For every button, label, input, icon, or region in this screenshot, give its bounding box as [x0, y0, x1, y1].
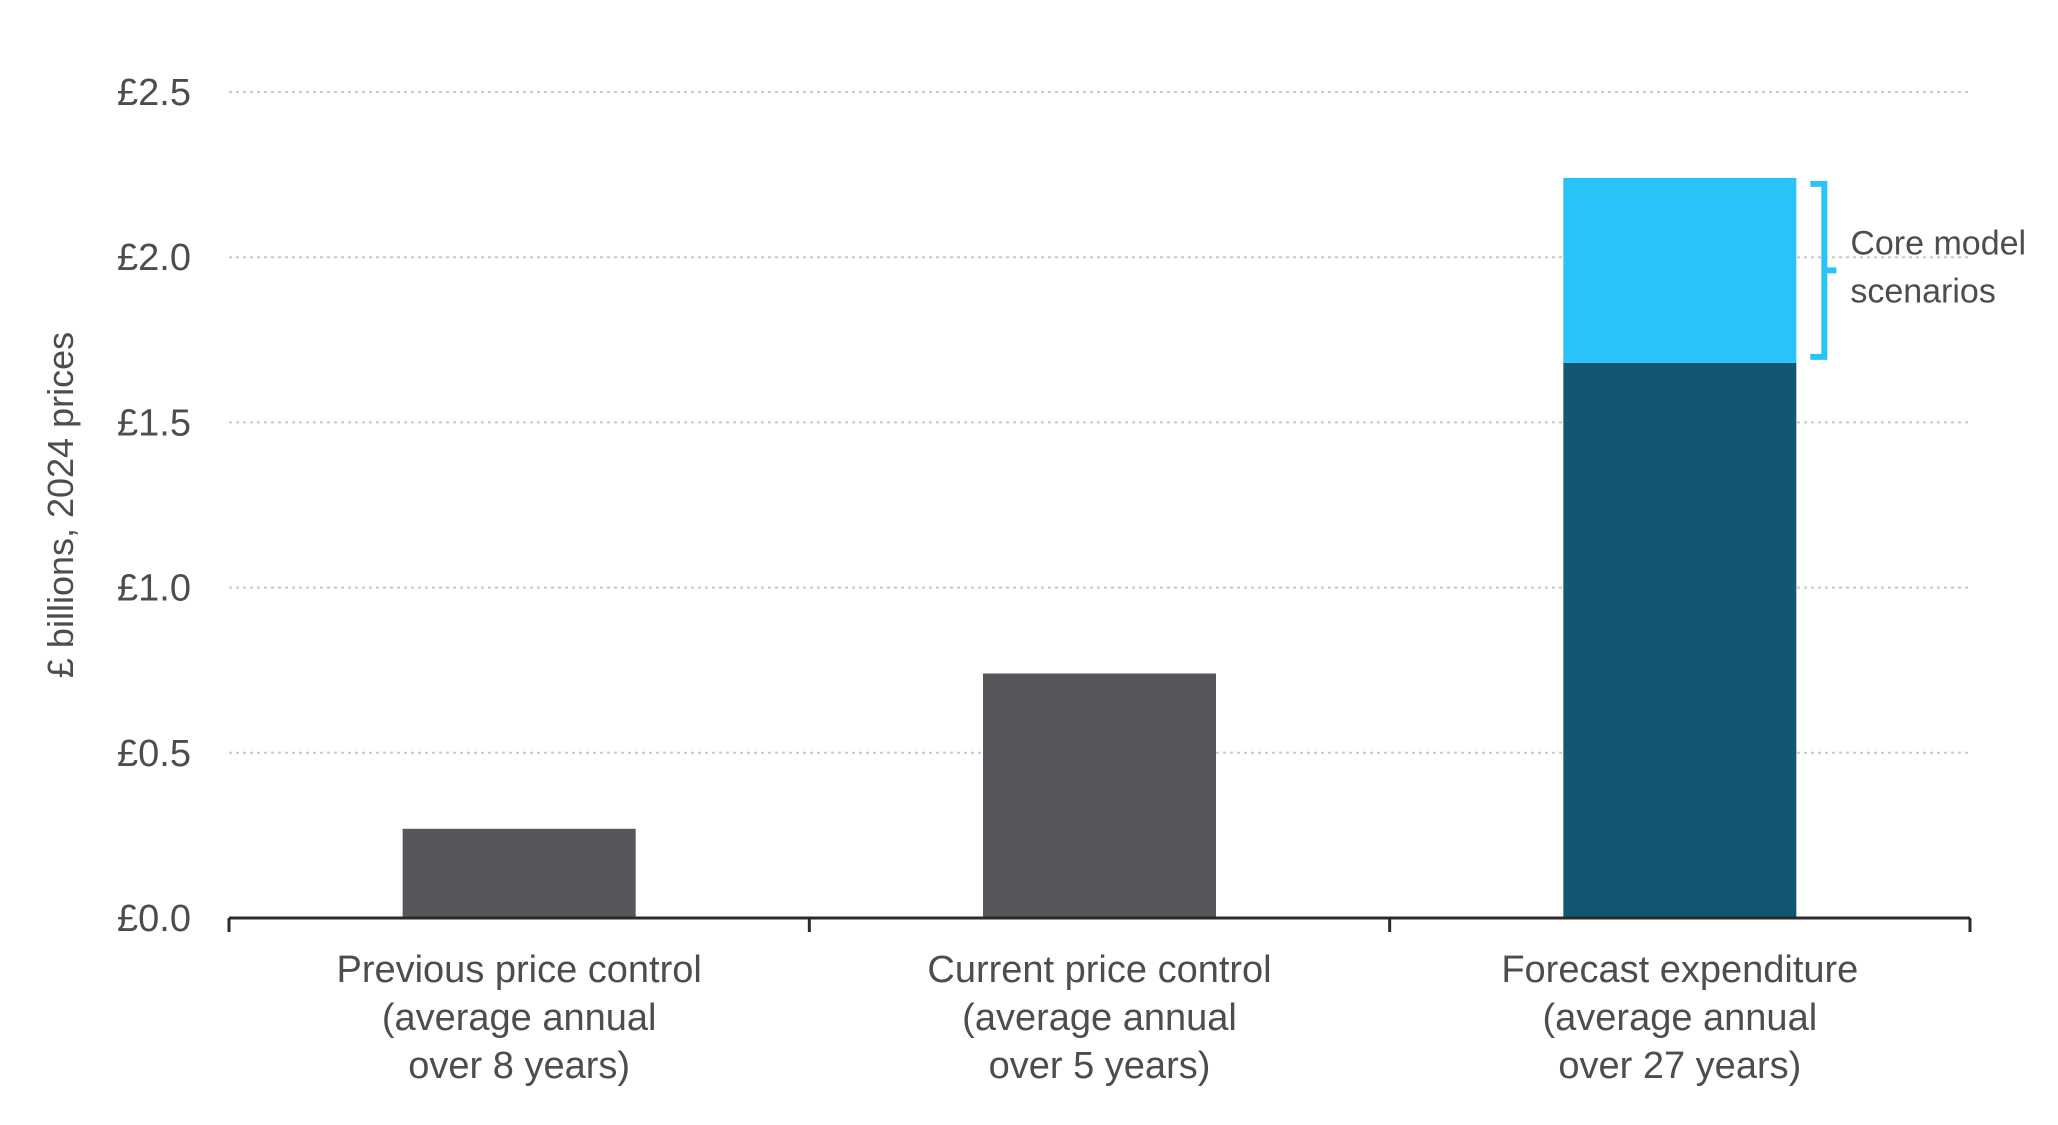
- x-category-label-line: (average annual: [382, 997, 657, 1039]
- x-category-label-line: Previous price control: [336, 949, 701, 991]
- x-category-label: Forecast expenditure (average annual over …: [1501, 949, 1858, 1087]
- y-axis-title: £ billions, 2024 prices: [40, 332, 81, 678]
- x-category-label: Current price control (average annual over…: [927, 949, 1271, 1087]
- annotation-bracket: [1810, 180, 1837, 360]
- bars: [402, 177, 1797, 919]
- annotation-label: Core model scenarios: [1850, 224, 2026, 310]
- x-category-label-line: (average annual: [962, 997, 1237, 1039]
- y-tick-label: £0.5: [117, 733, 191, 775]
- annotations: Core model scenarios: [1810, 180, 2026, 360]
- x-category-label-line: Forecast expenditure: [1501, 949, 1858, 991]
- x-category-label-line: over 8 years): [408, 1045, 630, 1087]
- y-tick-label: £0.0: [117, 898, 191, 940]
- y-tick-label: £1.5: [117, 402, 191, 444]
- x-category-label-line: over 27 years): [1558, 1045, 1801, 1087]
- x-axis-category-labels: Previous price control (average annual ove…: [336, 949, 1858, 1087]
- x-category-label-line: over 5 years): [989, 1045, 1211, 1087]
- y-tick-label: £2.5: [117, 72, 191, 114]
- y-tick-label: £2.0: [117, 237, 191, 279]
- y-tick-label: £1.0: [117, 568, 191, 610]
- bar-segment: [1563, 177, 1797, 363]
- annotation-label-line: Core model: [1850, 224, 2026, 262]
- bar-segment: [402, 828, 636, 918]
- x-category-label-line: (average annual: [1543, 997, 1818, 1039]
- annotation-label-line: scenarios: [1850, 272, 1996, 310]
- x-category-label-line: Current price control: [927, 949, 1271, 991]
- x-axis: [227, 916, 1972, 932]
- bar-segment: [983, 673, 1216, 918]
- x-category-label: Previous price control (average annual ove…: [336, 949, 701, 1087]
- bar-segment: [1563, 362, 1797, 919]
- y-axis-tick-labels: £0.0 £0.5 £1.0 £1.5 £2.0 £2.5: [117, 72, 191, 940]
